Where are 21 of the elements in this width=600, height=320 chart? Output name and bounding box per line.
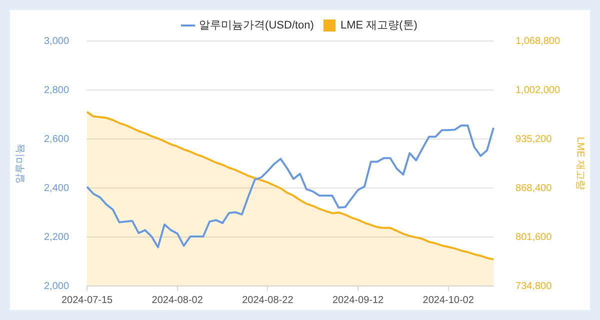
legend-label: 알루미늄가격(USD/ton)	[199, 20, 314, 32]
y2-tick-label: 1,002,000	[516, 84, 560, 96]
y-tick-label: 3,000	[44, 36, 70, 47]
y2-axis-title: LME 재고량	[574, 136, 586, 190]
x-tick-label: 2024-08-02	[152, 294, 204, 306]
y2-tick-label: 868,400	[516, 182, 552, 194]
y2-tick-label: 734,800	[516, 280, 552, 292]
y-tick-label: 2,400	[44, 182, 70, 194]
y-tick-label: 2,200	[44, 232, 70, 243]
y-tick-label: 2,800	[44, 84, 70, 96]
x-tick-label: 2024-09-12	[332, 294, 384, 306]
y2-tick-label: 1,068,800	[516, 36, 560, 47]
y2-tick-label: 935,200	[516, 134, 552, 145]
y-tick-label: 2,000	[44, 280, 70, 292]
x-tick-label: 2024-08-22	[242, 294, 294, 306]
x-tick-label: 2024-07-15	[61, 294, 114, 306]
y2-tick-label: 801,600	[516, 232, 552, 243]
x-tick-label: 2024-10-02	[422, 294, 474, 306]
legend-label: LME 재고량(톤)	[340, 20, 418, 32]
y-tick-label: 2,600	[44, 134, 70, 145]
y-axis-title: 알루미늄	[14, 144, 26, 184]
